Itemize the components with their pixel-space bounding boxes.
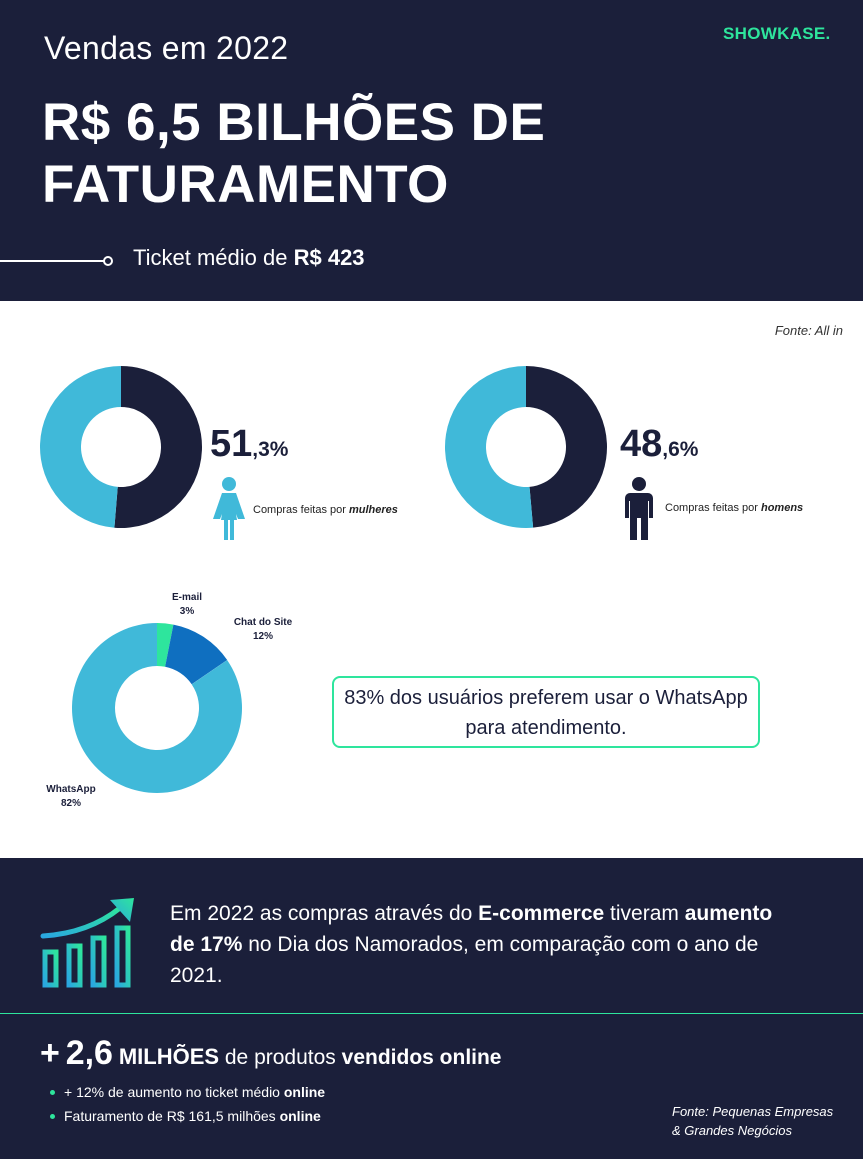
men-caption-em: homens bbox=[760, 502, 804, 514]
ticket-dot-decoration bbox=[103, 256, 113, 266]
slice-email bbox=[157, 623, 174, 667]
ticket-text: Ticket médio de R$ 423 bbox=[133, 245, 365, 271]
ecommerce-part-3: no Dia dos Namorados, em comparação com … bbox=[170, 933, 759, 987]
products-plus: + bbox=[40, 1034, 60, 1072]
headline-line-1: R$ 6,5 BILHÕES DE bbox=[42, 93, 546, 152]
label-email-name: E-mail bbox=[171, 592, 202, 603]
men-caption-prefix: Compras feitas por bbox=[665, 502, 761, 514]
headline-line-2: FATURAMENTO bbox=[42, 155, 449, 214]
men-pct-dec: ,6% bbox=[662, 438, 699, 461]
ecommerce-section: Em 2022 as compras através do E-commerce… bbox=[0, 858, 863, 1159]
ecommerce-bold-2: aumento de 17% bbox=[170, 902, 773, 956]
men-percentage: 48,6% bbox=[620, 423, 698, 466]
woman-icon bbox=[213, 477, 245, 540]
ecommerce-part-1: Em 2022 as compras através do bbox=[170, 902, 479, 925]
slice-women bbox=[114, 366, 202, 528]
bullet-bold: online bbox=[283, 1084, 326, 1100]
women-caption: Compras feitas por mulheres bbox=[253, 504, 398, 516]
products-mid: de produtos bbox=[219, 1046, 342, 1069]
men-pct-int: 48 bbox=[620, 423, 663, 465]
subtitle: Vendas em 2022 bbox=[44, 30, 289, 66]
section-divider bbox=[0, 1013, 863, 1014]
whatsapp-callout: 83% dos usuários preferem usar o WhatsAp… bbox=[332, 676, 760, 748]
women-donut-chart bbox=[40, 366, 202, 528]
bullet-bold: online bbox=[279, 1108, 321, 1124]
bullet-text: Faturamento de R$ 161,5 milhões bbox=[64, 1108, 280, 1124]
stats-section: Fonte: All in 51,3% Compras feitas por m… bbox=[0, 301, 863, 858]
label-whatsapp-pct: 82% bbox=[60, 798, 81, 809]
men-caption: Compras feitas por homens bbox=[665, 502, 803, 514]
label-chat: Chat do Site 12% bbox=[222, 616, 304, 644]
label-whatsapp-name: WhatsApp bbox=[46, 784, 96, 795]
ecommerce-part-2: tiveram bbox=[604, 902, 685, 925]
bullet-text: + 12% de aumento no ticket médio bbox=[64, 1084, 284, 1100]
slice-men bbox=[526, 366, 607, 528]
hero-section: Vendas em 2022 SHOWKASE. R$ 6,5 BILHÕES … bbox=[0, 0, 863, 301]
products-headline: + 2,6 MILHÕES de produtos vendidos onlin… bbox=[40, 1034, 502, 1073]
label-email-pct: 3% bbox=[179, 606, 195, 617]
ticket-value: R$ 423 bbox=[293, 245, 365, 270]
slice-other bbox=[445, 366, 534, 528]
label-chat-name: Chat do Site bbox=[233, 617, 293, 628]
products-unit: MILHÕES bbox=[118, 1044, 220, 1069]
slice-chat-do-site bbox=[165, 624, 228, 685]
men-donut-chart bbox=[445, 366, 607, 528]
bullet-list: + 12% de aumento no ticket médio online … bbox=[48, 1080, 325, 1128]
ecommerce-text: Em 2022 as compras através do E-commerce… bbox=[170, 898, 790, 991]
women-caption-prefix: Compras feitas por bbox=[253, 504, 349, 516]
brand-logo: SHOWKASE. bbox=[723, 24, 831, 43]
women-pct-dec: ,3% bbox=[252, 438, 289, 461]
channels-donut-chart bbox=[72, 623, 242, 793]
source-line-2: & Grandes Negócios bbox=[672, 1123, 792, 1138]
ticket-prefix: Ticket médio de bbox=[133, 245, 294, 270]
slice-whatsapp bbox=[72, 623, 242, 793]
slice-other bbox=[40, 366, 121, 528]
man-icon bbox=[625, 477, 653, 540]
products-number: 2,6 bbox=[65, 1034, 113, 1072]
source-allin: Fonte: All in bbox=[774, 323, 843, 338]
label-whatsapp: WhatsApp 82% bbox=[36, 783, 106, 811]
ticket-line-decoration bbox=[0, 260, 104, 262]
growth-chart-icon bbox=[40, 898, 134, 988]
label-email: E-mail 3% bbox=[160, 591, 214, 619]
ecommerce-bold-1: E-commerce bbox=[478, 902, 605, 925]
source-line-1: Fonte: Pequenas Empresas bbox=[672, 1104, 834, 1119]
source-pequenas-empresas: Fonte: Pequenas Empresas & Grandes Negóci… bbox=[672, 1102, 833, 1140]
women-caption-em: mulheres bbox=[348, 504, 398, 516]
bullet-item: Faturamento de R$ 161,5 milhões online bbox=[48, 1104, 325, 1128]
headline: R$ 6,5 BILHÕES DE FATURAMENTO bbox=[42, 92, 545, 216]
women-pct-int: 51 bbox=[210, 423, 253, 465]
label-chat-pct: 12% bbox=[252, 631, 273, 642]
bullet-dot bbox=[50, 1114, 55, 1119]
products-bold: vendidos online bbox=[341, 1046, 502, 1069]
bullet-dot bbox=[50, 1090, 55, 1095]
women-percentage: 51,3% bbox=[210, 423, 288, 466]
bullet-item: + 12% de aumento no ticket médio online bbox=[48, 1080, 325, 1104]
